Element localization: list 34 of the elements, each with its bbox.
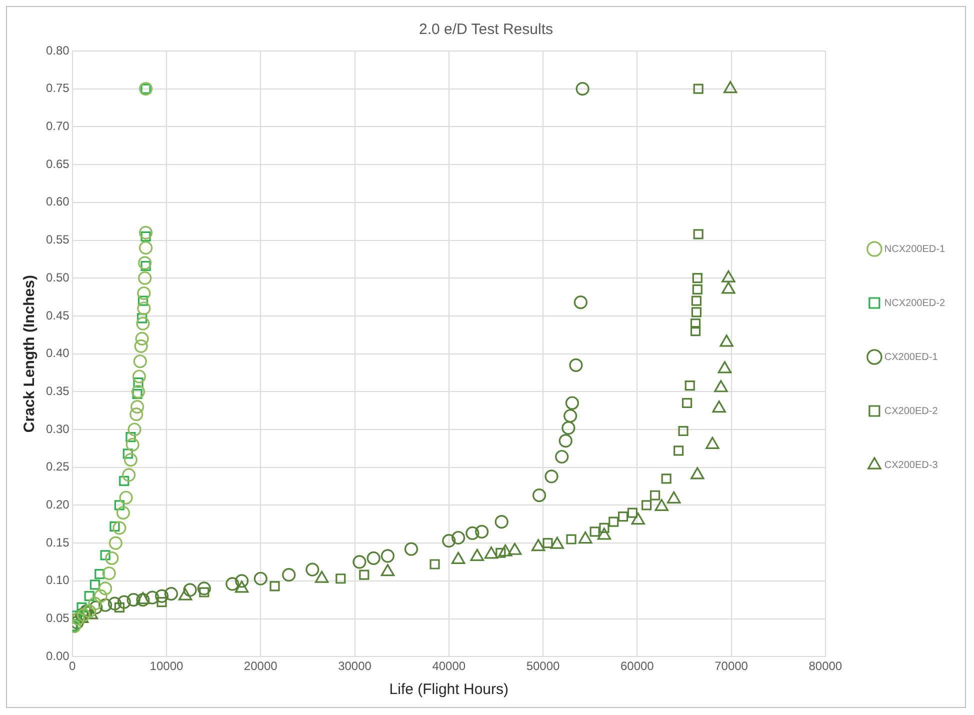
chart-title: 2.0 e/D Test Results — [419, 21, 553, 38]
y-tick-label: 0.65 — [46, 156, 70, 171]
y-tick-label: 0.80 — [46, 43, 70, 58]
legend-label: CX200ED-3 — [884, 460, 938, 471]
y-tick-label: 0.40 — [46, 346, 70, 360]
x-tick-label: 20000 — [244, 659, 278, 674]
legend-label: NCX200ED-2 — [884, 298, 946, 309]
x-tick-label: 70000 — [714, 659, 748, 674]
y-tick-label: 0.30 — [46, 422, 70, 436]
x-tick-label: 50000 — [526, 659, 560, 674]
legend-label: NCX200ED-1 — [884, 244, 946, 255]
x-tick-label: 30000 — [338, 659, 372, 674]
y-tick-label: 0.05 — [46, 611, 70, 626]
x-tick-label: 10000 — [150, 659, 184, 674]
y-tick-label: 0.70 — [46, 119, 70, 134]
legend-label: CX200ED-2 — [884, 406, 938, 417]
y-tick-label: 0.60 — [46, 194, 70, 209]
x-tick-label: 80000 — [808, 659, 842, 674]
x-tick-label: 40000 — [432, 659, 466, 674]
y-tick-label: 0.10 — [46, 573, 70, 588]
y-tick-label: 0.15 — [46, 535, 70, 550]
x-axis-title: Life (Flight Hours) — [389, 681, 508, 698]
y-tick-label: 0.50 — [46, 270, 70, 284]
y-tick-label: 0.75 — [46, 81, 70, 96]
y-axis-title: Crack Length (Inches) — [21, 275, 38, 433]
x-tick-label: 60000 — [620, 659, 654, 674]
y-tick-label: 0.45 — [46, 308, 70, 322]
y-tick-label: 0.35 — [46, 384, 70, 398]
y-tick-label: 0.20 — [46, 498, 70, 512]
y-tick-label: 0.00 — [46, 648, 70, 663]
y-tick-label: 0.55 — [46, 232, 70, 247]
y-tick-label: 0.25 — [46, 460, 70, 474]
x-tick-label: 0 — [69, 659, 76, 674]
legend-label: CX200ED-1 — [884, 352, 938, 363]
